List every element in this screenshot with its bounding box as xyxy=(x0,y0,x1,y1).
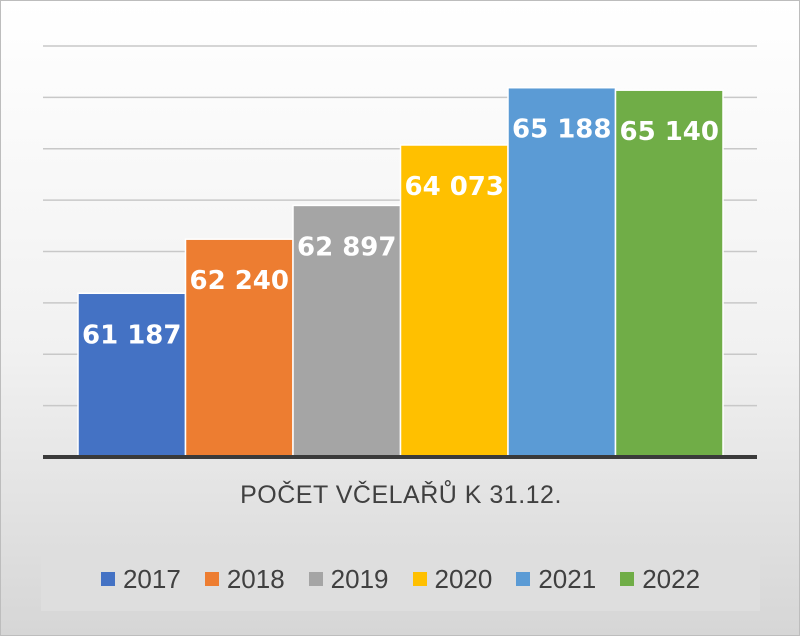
legend-item-2020: 2020 xyxy=(412,563,493,595)
legend-label: 2022 xyxy=(642,563,701,594)
legend-swatch xyxy=(204,572,219,586)
data-label-2019: 62 897 xyxy=(297,232,397,262)
bar-2019 xyxy=(292,204,402,458)
legend-label: 2021 xyxy=(538,563,597,594)
bar-2018 xyxy=(184,238,294,458)
legend-item-2017: 2017 xyxy=(100,563,181,595)
data-label-2017: 61 187 xyxy=(82,320,182,350)
data-label-2020: 64 073 xyxy=(404,172,504,202)
data-label-2022: 65 140 xyxy=(619,117,719,147)
legend-label: 2019 xyxy=(330,563,389,594)
legend-label: 2017 xyxy=(122,563,181,594)
legend-swatch xyxy=(412,572,427,586)
bar-2022 xyxy=(614,89,724,458)
legend-swatch xyxy=(516,572,531,586)
bars xyxy=(77,86,724,458)
legend-label: 2020 xyxy=(434,563,493,594)
legend-label: 2018 xyxy=(226,563,285,594)
bar-2017 xyxy=(77,292,187,458)
legend-swatch xyxy=(620,572,635,586)
legend-item-2018: 2018 xyxy=(204,563,285,595)
data-label-2021: 65 188 xyxy=(512,115,612,145)
legend-item-2019: 2019 xyxy=(308,563,389,595)
legend-item-2022: 2022 xyxy=(620,564,700,595)
legend-item-2021: 2021 xyxy=(516,564,596,595)
legend-swatch xyxy=(100,572,115,586)
legend: 2017 2018 2019 2020 2021 2022 xyxy=(41,547,760,611)
data-label-2018: 62 240 xyxy=(189,266,289,296)
x-axis-title: POČET VČELAŘŮ K 31.12. xyxy=(240,481,562,509)
legend-swatch xyxy=(308,572,323,586)
